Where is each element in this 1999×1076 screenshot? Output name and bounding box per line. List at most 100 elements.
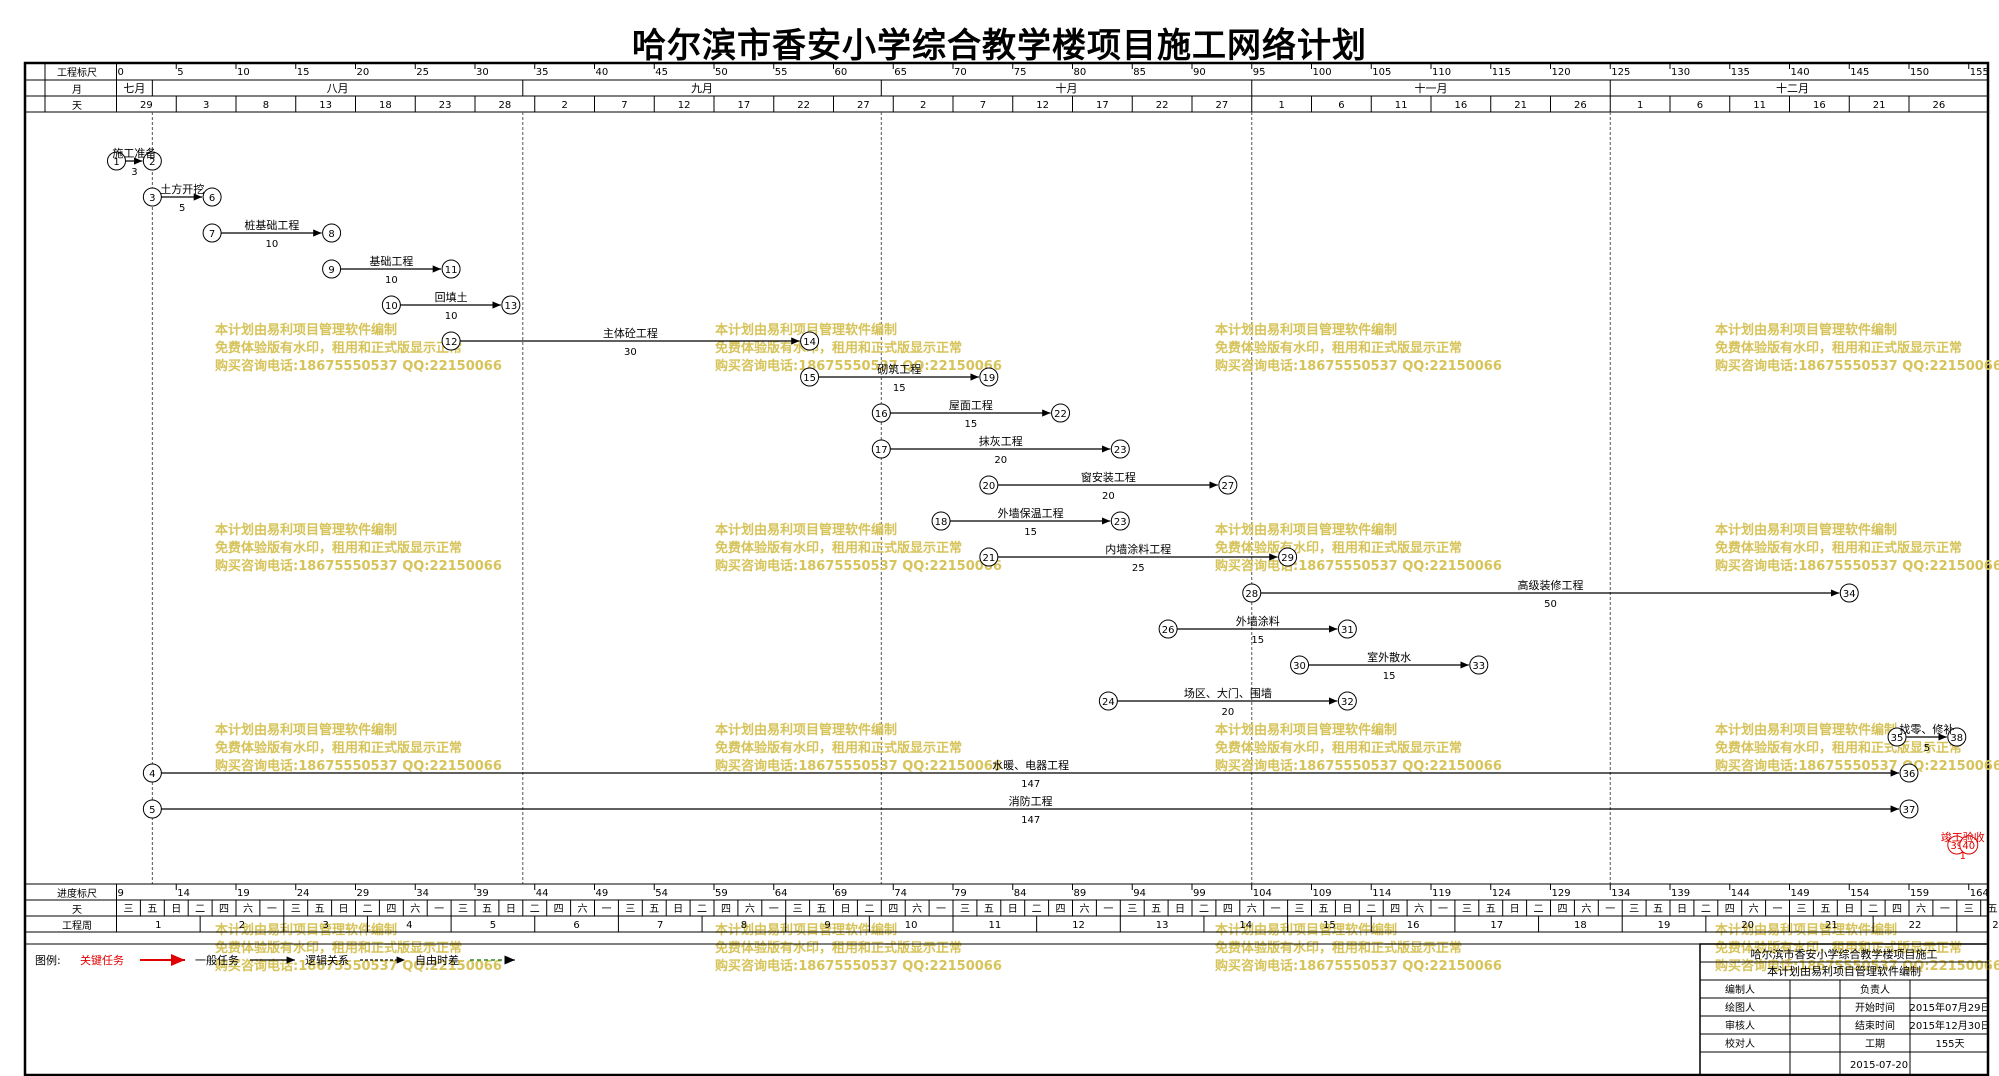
weekday-label: 五 [315,904,325,915]
weekday-label: 六 [1247,903,1257,915]
legend-float-label: 自由时差 [415,953,459,967]
weekday-label: 一 [1773,904,1783,915]
watermark-text: 购买咨询电话:18675550537 QQ:22150066 [715,958,1002,974]
weekday-label: 日 [1677,904,1687,915]
activity-name: 内墙涂料工程 [1105,542,1171,556]
node-number: 8 [328,229,334,240]
activity-name: 竣工验收 [1941,830,1985,844]
weekday-label: 三 [123,904,133,915]
scale-tick-label: 0 [118,67,124,78]
watermark-text: 购买咨询电话:18675550537 QQ:22150066 [1715,358,1999,374]
day-label: 16 [1813,100,1826,111]
week-label: 13 [1156,920,1169,931]
activity-name: 高级装修工程 [1518,578,1584,592]
day-label: 2 [920,100,926,111]
week-label: 18 [1574,920,1587,931]
node-number: 22 [1054,409,1067,420]
watermark-text: 购买咨询电话:18675550537 QQ:22150066 [1215,358,1502,374]
node-number: 19 [982,373,995,384]
weekday-label: 四 [1892,904,1902,915]
week-label: 23 [1992,920,1999,931]
progress-tick-label: 44 [536,888,549,899]
node-circle [1959,835,1979,855]
progress-tick-label: 114 [1372,888,1391,899]
month-label: 七月 [123,82,145,95]
activity-duration: 50 [1544,599,1557,610]
node-number: 30 [1293,661,1306,672]
watermark-text: 免费体验版有水印，租用和正式版显示正常 [1215,340,1462,356]
month-label: 八月 [327,82,349,95]
progress-tick-label: 69 [835,888,848,899]
progress-tick-label: 49 [596,888,609,899]
weekday-label: 五 [1151,904,1161,915]
watermark-text: 免费体验版有水印，租用和正式版显示正常 [715,740,962,756]
day-label: 18 [379,100,392,111]
week-label: 12 [1072,920,1085,931]
scale-tick-label: 95 [1253,67,1266,78]
node-number: 23 [1114,517,1127,528]
scale-tick-label: 90 [1193,67,1206,78]
watermark-text: 本计划由易利项目管理软件编制 [1715,922,1897,938]
watermark-text: 本计划由易利项目管理软件编制 [215,922,397,938]
scale-tick-label: 85 [1133,67,1146,78]
activity-name: 回填土 [435,290,468,304]
node-number: 39 [1950,841,1963,852]
weekday-label: 三 [1462,904,1472,915]
day-label: 11 [1753,100,1766,111]
watermark-text: 免费体验版有水印，租用和正式版显示正常 [1715,540,1962,556]
week-label: 7 [657,920,663,931]
activity-name: 场区、大门、围墙 [1184,686,1272,700]
weekday-label: 日 [339,904,349,915]
progress-tick-label: 89 [1074,888,1087,899]
node-circle [1051,403,1071,423]
node-number: 17 [875,445,888,456]
weekday-label: 二 [697,904,707,915]
progress-tick-label: 109 [1313,888,1332,899]
weekday-label: 一 [601,904,611,915]
progress-tick-label: 14 [177,888,190,899]
weekday-label: 四 [1557,904,1567,915]
weekday-label: 六 [912,903,922,915]
watermark-text: 购买咨询电话:18675550537 QQ:22150066 [1215,758,1502,774]
activity-duration: 1 [1960,851,1966,862]
activity-duration: 30 [624,347,637,358]
weekday-label: 一 [1940,904,1950,915]
week-label: 1 [155,920,161,931]
weekday-label: 三 [291,904,301,915]
watermark-text: 免费体验版有水印，租用和正式版显示正常 [1215,940,1462,956]
weekday-row-label: 天 [72,905,82,916]
scale-tick-label: 45 [655,67,668,78]
activity-duration: 3 [131,167,137,178]
weekday-label: 日 [1175,904,1185,915]
weekday-label: 一 [434,904,444,915]
watermark-text: 免费体验版有水印，租用和正式版显示正常 [1715,340,1962,356]
day-label: 26 [1933,100,1946,111]
activity-duration: 10 [445,311,458,322]
node-circle [871,439,891,459]
progress-row-label: 进度标尺 [57,887,97,900]
node-number: 11 [445,265,458,276]
node-circle [1290,655,1310,675]
weekday-label: 三 [1295,904,1305,915]
weekday-label: 五 [1486,904,1496,915]
week-label: 5 [490,920,496,931]
week-label: 17 [1490,920,1503,931]
weekday-label: 六 [1414,903,1424,915]
progress-tick-label: 64 [775,888,788,899]
node-number: 13 [504,301,517,312]
weekday-label: 日 [1510,904,1520,915]
watermark-text: 购买咨询电话:18675550537 QQ:22150066 [215,758,502,774]
scale-tick-label: 65 [894,67,907,78]
progress-tick-label: 134 [1611,888,1630,899]
weekday-label: 三 [625,904,635,915]
title-block-field: 校对人 [1725,1037,1755,1050]
month-label: 十月 [1056,81,1078,95]
activity-name: 桩基础工程 [244,218,299,232]
weekday-label: 五 [1988,904,1998,915]
weekday-label: 日 [1342,904,1352,915]
node-circle [202,223,222,243]
title-block-field: 开始时间 [1855,1001,1895,1014]
scale-tick-label: 10 [237,67,250,78]
weekday-label: 五 [147,904,157,915]
weekday-label: 一 [769,904,779,915]
